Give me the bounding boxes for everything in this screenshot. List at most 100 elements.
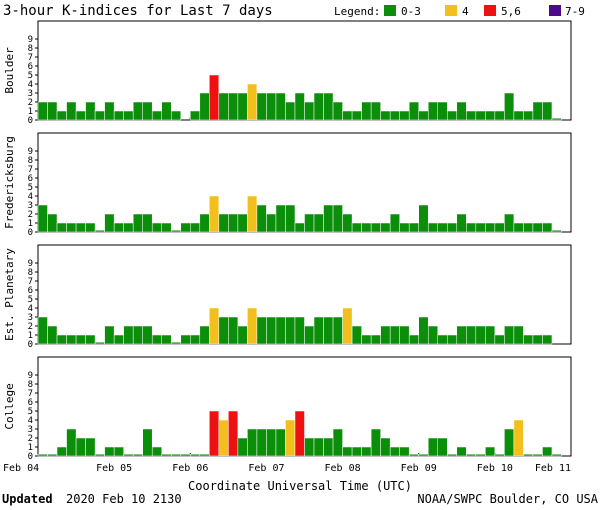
y-tick-label: 9: [28, 371, 33, 381]
k-index-bar: [132, 101, 143, 121]
k-index-bar: [542, 222, 553, 233]
k-index-bar: [351, 110, 362, 121]
k-index-bar: [380, 222, 391, 233]
k-index-bar: [494, 222, 505, 233]
k-index-bar: [190, 334, 201, 345]
k-index-bar: [370, 222, 381, 233]
k-index-bar: [466, 222, 477, 233]
y-tick-label: 1: [28, 443, 33, 453]
k-index-bar: [56, 110, 67, 121]
k-index-bar: [456, 325, 467, 345]
k-index-bar: [456, 446, 467, 457]
k-index-bar: [313, 92, 324, 121]
k-index-bar: [494, 110, 505, 121]
x-tick-label: Feb 10: [477, 463, 513, 474]
x-axis: Feb 04 Feb 05 Feb 06 Feb 07 Feb 08 Feb 09 Feb …: [3, 463, 571, 474]
k-index-bar: [447, 453, 458, 457]
k-index-bar: [113, 334, 124, 345]
k-index-bar: [551, 229, 562, 233]
panel-label-fredericksburg: Fredericksburg: [3, 136, 16, 229]
k-index-bar: [180, 334, 191, 345]
k-index-bar: [389, 325, 400, 345]
k-index-bar: [285, 101, 296, 121]
y-tick-label: 8: [28, 380, 33, 390]
k-index-bar: [228, 92, 239, 121]
panel-label-college: College: [3, 383, 16, 429]
k-index-bar: [209, 195, 220, 233]
k-index-bar: [332, 428, 343, 457]
k-index-bar: [361, 101, 372, 121]
k-index-bar: [523, 453, 534, 457]
k-index-bar: [513, 419, 524, 457]
k-index-bar: [304, 325, 315, 345]
k-index-bar: [161, 334, 172, 345]
k-index-bar: [342, 307, 353, 345]
x-tick-label: Feb 05: [96, 463, 132, 474]
k-index-bar: [399, 222, 410, 233]
k-index-bar: [161, 453, 172, 457]
k-index-bar: [380, 325, 391, 345]
k-index-bar: [247, 428, 258, 457]
k-index-bar: [437, 437, 448, 457]
x-tick-label: Feb 07: [248, 463, 284, 474]
k-index-bar: [85, 222, 96, 233]
k-index-bar: [475, 110, 486, 121]
y-tick-label: 5: [28, 295, 33, 305]
k-index-bar: [294, 92, 305, 121]
k-index-bar: [389, 110, 400, 121]
y-tick-label: 0: [28, 116, 33, 126]
k-index-bar: [237, 92, 248, 121]
k-index-bar: [151, 446, 162, 457]
k-index-bar: [513, 222, 524, 233]
k-index-bar: [475, 222, 486, 233]
k-index-bar: [466, 325, 477, 345]
k-index-bar: [551, 453, 562, 457]
k-index-bar: [247, 307, 258, 345]
k-index-bar: [151, 222, 162, 233]
x-tick-label: Feb 11: [535, 463, 571, 474]
x-tick-label: Feb 08: [325, 463, 361, 474]
k-index-bar: [180, 453, 191, 457]
k-index-bar: [266, 213, 277, 233]
k-index-bar: [504, 213, 515, 233]
y-tick-label: 6: [28, 174, 33, 184]
k-index-bar: [228, 213, 239, 233]
k-index-bar: [437, 334, 448, 345]
k-index-bar: [237, 325, 248, 345]
k-index-bar: [266, 428, 277, 457]
k-index-bar: [66, 101, 77, 121]
credit-text: NOAA/SWPC Boulder, CO USA: [417, 492, 598, 506]
k-index-bar: [418, 204, 429, 233]
panel-label-boulder: Boulder: [3, 47, 16, 94]
k-index-bar: [256, 92, 267, 121]
k-index-bar: [190, 110, 201, 121]
k-index-bar: [37, 316, 48, 345]
k-index-bar: [542, 334, 553, 345]
k-index-bar: [418, 453, 429, 457]
k-index-bar: [123, 222, 134, 233]
k-index-bar: [332, 316, 343, 345]
y-tick-label: 2: [28, 322, 33, 332]
k-index-bar: [285, 419, 296, 457]
k-index-bar: [228, 410, 239, 457]
k-index-bar: [142, 213, 153, 233]
k-index-bar: [56, 222, 67, 233]
y-tick-label: 6: [28, 286, 33, 296]
k-index-bar: [209, 410, 220, 457]
y-tick-label: 1: [28, 107, 33, 117]
k-index-bar: [171, 341, 182, 345]
k-index-bar: [104, 446, 115, 457]
k-index-bar: [342, 213, 353, 233]
k-index-bar: [504, 325, 515, 345]
k-index-bar: [466, 110, 477, 121]
legend-entry-5-6: 5,6: [484, 5, 521, 18]
k-index-bar: [532, 334, 543, 345]
x-axis-label: Coordinate Universal Time (UTC): [188, 479, 412, 493]
k-index-bar: [237, 213, 248, 233]
k-index-bar: [256, 428, 267, 457]
k-index-bar: [285, 204, 296, 233]
k-index-bar: [123, 325, 134, 345]
k-index-bar: [427, 325, 439, 345]
legend-entry-7-9: 7-9: [549, 5, 585, 18]
